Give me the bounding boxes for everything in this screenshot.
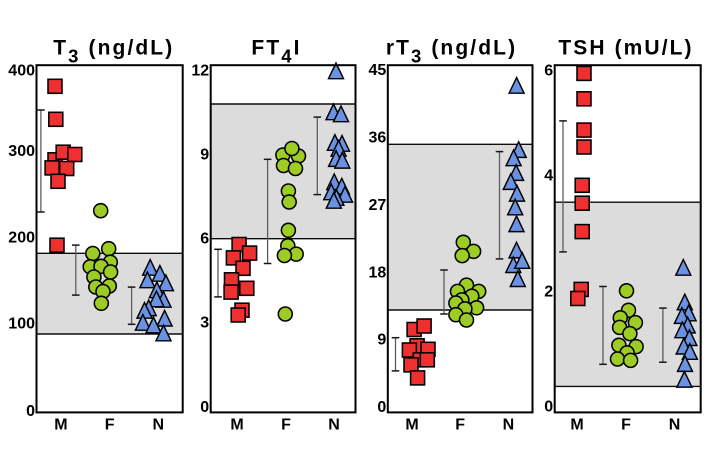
svg-text:F: F (105, 417, 115, 434)
svg-text:M: M (54, 417, 67, 434)
svg-text:100: 100 (8, 315, 35, 332)
svg-text:N: N (153, 417, 165, 434)
svg-text:200: 200 (8, 229, 35, 246)
svg-text:4: 4 (544, 167, 553, 184)
svg-text:M: M (570, 417, 583, 434)
svg-text:TSH (mU/L): TSH (mU/L) (558, 37, 693, 60)
svg-text:F: F (621, 417, 631, 434)
svg-text:F: F (455, 417, 465, 434)
svg-text:9: 9 (200, 147, 209, 164)
svg-text:M: M (405, 417, 418, 434)
svg-text:0: 0 (377, 399, 386, 416)
svg-text:N: N (503, 417, 515, 434)
svg-text:FT4​I: FT4​I (251, 37, 301, 67)
svg-text:12: 12 (191, 63, 209, 80)
svg-text:rT3​ (ng/dL): rT3​ (ng/dL) (386, 37, 517, 67)
svg-text:6: 6 (200, 231, 209, 248)
svg-text:6: 6 (544, 62, 553, 79)
svg-text:N: N (669, 417, 681, 434)
svg-text:27: 27 (369, 197, 387, 214)
svg-text:T3​ (ng/dL): T3​ (ng/dL) (53, 37, 174, 67)
svg-text:3: 3 (200, 315, 209, 332)
svg-text:2: 2 (544, 284, 553, 301)
svg-text:F: F (281, 417, 291, 434)
svg-text:36: 36 (369, 130, 387, 147)
svg-text:45: 45 (369, 62, 387, 79)
svg-text:M: M (230, 417, 243, 434)
svg-text:300: 300 (8, 143, 35, 160)
svg-text:9: 9 (377, 332, 386, 349)
svg-text:400: 400 (8, 63, 35, 80)
svg-text:N: N (328, 417, 340, 434)
svg-text:0: 0 (26, 403, 35, 420)
svg-text:18: 18 (369, 264, 387, 281)
svg-text:0: 0 (200, 399, 209, 416)
svg-text:0: 0 (544, 398, 553, 415)
